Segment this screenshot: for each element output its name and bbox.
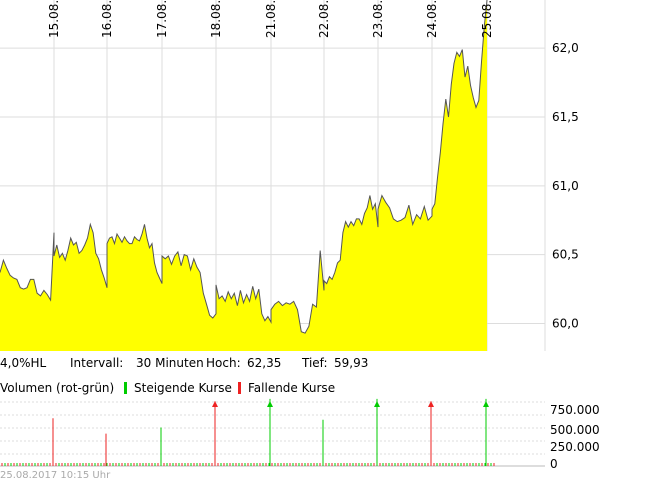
high-label: Hoch: [206,356,241,370]
x-tick-label: 17.08. [155,0,169,38]
volume-y-ticks: 750.000 500.000 250.000 0 [550,403,600,471]
interval-label: Intervall: [70,356,124,370]
overflow-arrow [483,401,489,407]
y-tick-label: 62,0 [552,41,579,55]
price-line [0,0,488,334]
y-tick-label: 61,5 [552,110,579,124]
y-tick-label: 60,5 [552,248,579,262]
x-tick-label: 18.08. [209,0,223,38]
volume-y-label: 0 [550,457,558,471]
falling-legend-label: Fallende Kurse [248,381,336,395]
rising-legend-swatch [124,382,127,394]
x-tick-label: 24.08. [425,0,439,38]
low-value: 59,93 [334,356,369,370]
y-tick-label: 61,0 [552,179,579,193]
volume-grid [0,401,545,467]
timestamp-footer: 25.08.2017 10:15 Uhr [0,470,111,481]
y-tick-label: 60,0 [552,316,579,330]
x-tick-label: 15.08. [47,0,61,38]
x-tick-label: 22.08. [317,0,331,38]
volume-y-label: 500.000 [550,423,600,437]
low-label: Tief: [302,356,328,370]
price-area [0,0,488,351]
x-tick-label: 21.08. [264,0,278,38]
volume-y-label: 250.000 [550,440,600,454]
overflow-arrow [428,401,434,407]
falling-legend-swatch [238,382,241,394]
overflow-arrow [374,401,380,407]
interval-value: 30 Minuten [136,356,204,370]
x-axis-ticks: 15.08. 16.08. 17.08. 18.08. 21.08. 22.08. 23.0… [47,0,494,38]
x-tick-label: 23.08. [371,0,385,38]
rising-legend-label: Steigende Kurse [134,381,232,395]
high-value: 62,35 [247,356,282,370]
x-tick-label: 16.08. [100,0,114,38]
volume-bars [1,398,495,466]
x-tick-label: 25.08. [480,0,494,38]
overflow-arrow [212,401,218,407]
volume-legend-label: Volumen (rot-grün) [0,381,115,395]
y-axis-ticks: 60,0 60,5 61,0 61,5 62,0 [552,41,579,330]
overflow-arrow [267,401,273,407]
scale-label: 4,0%HL [0,356,47,370]
volume-y-label: 750.000 [550,403,600,417]
price-fill [0,0,487,351]
